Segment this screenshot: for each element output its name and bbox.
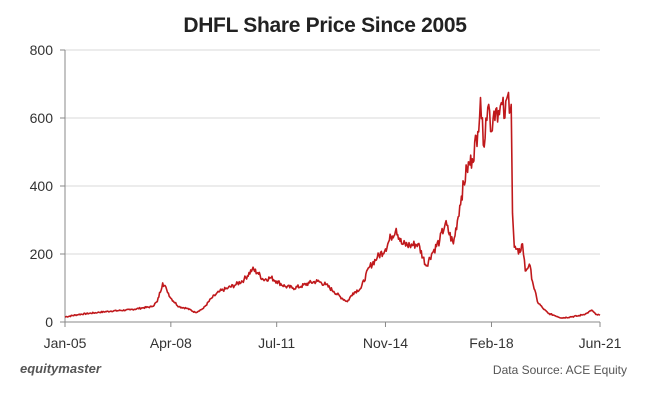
x-tick-label: Jan-05 [44, 335, 87, 351]
y-tick-label: 800 [30, 42, 54, 58]
x-tick-label: Nov-14 [363, 335, 408, 351]
x-tick-label: Apr-08 [150, 335, 192, 351]
y-tick-label: 0 [45, 314, 53, 330]
y-tick-label: 200 [30, 246, 54, 262]
price-series-line [64, 91, 601, 319]
brand-logo-text: equitymaster [20, 361, 101, 376]
data-source-note: Data Source: ACE Equity [492, 363, 627, 377]
x-tick-label: Jun-21 [579, 335, 622, 351]
x-tick-labels: Jan-05 Apr-08 Jul-11 Nov-14 Feb-18 Jun-21 [44, 335, 622, 351]
chart-title: DHFL Share Price Since 2005 [183, 14, 467, 37]
axes [60, 49, 601, 327]
x-tick-label: Jul-11 [258, 335, 295, 351]
y-tick-label: 400 [30, 178, 54, 194]
gridlines [65, 49, 600, 255]
series-layer [64, 91, 601, 319]
y-tick-labels: 0 200 400 600 800 [30, 42, 54, 330]
x-tick-label: Feb-18 [469, 335, 514, 351]
y-tick-label: 600 [30, 110, 54, 126]
